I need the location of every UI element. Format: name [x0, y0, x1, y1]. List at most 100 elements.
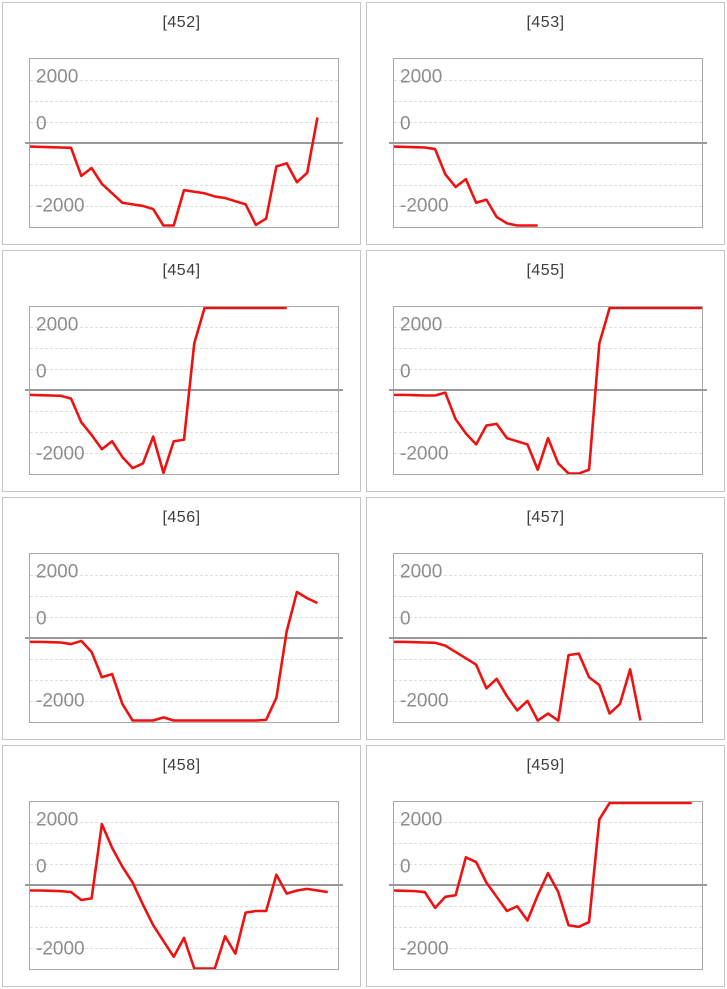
- y-tick-label-0: 0: [400, 608, 411, 630]
- gridline: [30, 184, 338, 186]
- series-plot: [394, 801, 692, 928]
- chart-title: [456]: [162, 509, 201, 526]
- gridline: [394, 822, 702, 824]
- gridline: [394, 121, 702, 123]
- series-line: [394, 306, 702, 474]
- y-tick-label-neg2000: -2000: [400, 195, 449, 217]
- series-line: [394, 801, 692, 928]
- gridline: [30, 616, 338, 618]
- y-tick-label-neg2000: -2000: [36, 195, 85, 217]
- gridline: [394, 453, 702, 455]
- chart-panel[interactable]: [459] 2000 0 -2000: [366, 744, 725, 987]
- series-line: [394, 145, 538, 227]
- gridline: [394, 369, 702, 371]
- plot-area: 2000 0 -2000: [25, 553, 343, 723]
- gridline: [394, 184, 702, 186]
- y-tick-label-2000: 2000: [36, 561, 79, 583]
- plot-area: 2000 0 -2000: [25, 800, 343, 970]
- gridline: [30, 574, 338, 576]
- chart-title: [457]: [526, 509, 565, 526]
- y-tick-label-2000: 2000: [36, 66, 79, 88]
- plot-area: 2000 0 -2000: [25, 58, 343, 228]
- chart-panel[interactable]: [455] 2000 0 -2000: [366, 249, 725, 492]
- series-line: [30, 822, 328, 969]
- plot-area: 2000 0 -2000: [389, 58, 707, 228]
- gridline: [30, 121, 338, 123]
- chart-panel[interactable]: [452] 2000 0 -2000: [2, 2, 361, 245]
- gridline: [394, 700, 702, 702]
- gridline: [394, 948, 702, 950]
- y-tick-label-2000: 2000: [36, 809, 79, 831]
- y-tick-label-neg2000: -2000: [400, 690, 449, 712]
- gridline: [30, 205, 338, 207]
- gridline: [30, 100, 338, 102]
- zero-axis-line: [25, 389, 343, 392]
- gridline: [394, 327, 702, 329]
- series-line: [30, 117, 319, 227]
- gridline: [30, 679, 338, 681]
- zero-axis-line: [25, 884, 343, 887]
- series-plot: [394, 145, 538, 227]
- gridline: [394, 906, 702, 908]
- gridline: [394, 616, 702, 618]
- y-tick-label-0: 0: [400, 361, 411, 383]
- series-line: [30, 590, 319, 722]
- chart-panel[interactable]: [454] 2000 0 -2000: [2, 249, 361, 492]
- gridline: [30, 453, 338, 455]
- gridline: [394, 679, 702, 681]
- y-tick-label-neg2000: -2000: [36, 443, 85, 465]
- gridline: [30, 658, 338, 660]
- gridline: [394, 432, 702, 434]
- series-plot: [30, 822, 328, 969]
- y-tick-label-0: 0: [36, 361, 47, 383]
- gridline: [30, 163, 338, 165]
- gridline: [394, 100, 702, 102]
- y-tick-label-0: 0: [36, 608, 47, 630]
- zero-axis-line: [389, 389, 707, 392]
- series-plot: [30, 306, 287, 474]
- chart-panel[interactable]: [457] 2000 0 -2000: [366, 497, 725, 740]
- gridline: [30, 864, 338, 866]
- plot-area: 2000 0 -2000: [25, 305, 343, 475]
- gridline: [394, 843, 702, 845]
- gridline: [30, 843, 338, 845]
- y-tick-label-0: 0: [400, 856, 411, 878]
- zero-axis-line: [389, 636, 707, 639]
- plot-area: 2000 0 -2000: [389, 553, 707, 723]
- gridline: [30, 948, 338, 950]
- gridline: [30, 411, 338, 413]
- y-tick-label-neg2000: -2000: [400, 938, 449, 960]
- chart-panel[interactable]: [456] 2000 0 -2000: [2, 497, 361, 740]
- series-plot: [30, 590, 319, 722]
- y-tick-label-2000: 2000: [400, 561, 443, 583]
- y-tick-label-0: 0: [36, 113, 47, 135]
- gridline: [394, 574, 702, 576]
- chart-panel[interactable]: [453] 2000 0 -2000: [366, 2, 725, 245]
- gridline: [394, 163, 702, 165]
- gridline: [30, 327, 338, 329]
- gridline: [30, 79, 338, 81]
- zero-axis-line: [389, 141, 707, 144]
- chart-panel[interactable]: [458] 2000 0 -2000: [2, 744, 361, 987]
- y-tick-label-neg2000: -2000: [36, 690, 85, 712]
- gridline: [394, 205, 702, 207]
- series-line: [30, 306, 287, 474]
- y-tick-label-2000: 2000: [400, 66, 443, 88]
- zero-axis-line: [25, 141, 343, 144]
- y-tick-label-neg2000: -2000: [36, 938, 85, 960]
- gridline: [30, 700, 338, 702]
- zero-axis-line: [389, 884, 707, 887]
- gridline: [30, 369, 338, 371]
- gridline: [30, 348, 338, 350]
- gridline: [30, 927, 338, 929]
- plot-area: 2000 0 -2000: [389, 305, 707, 475]
- y-tick-label-0: 0: [36, 856, 47, 878]
- zero-axis-line: [25, 636, 343, 639]
- y-tick-label-2000: 2000: [400, 314, 443, 336]
- series-plot: [30, 117, 319, 227]
- gridline: [394, 927, 702, 929]
- series-plot: [394, 640, 642, 722]
- chart-title: [454]: [162, 261, 201, 279]
- gridline: [30, 595, 338, 597]
